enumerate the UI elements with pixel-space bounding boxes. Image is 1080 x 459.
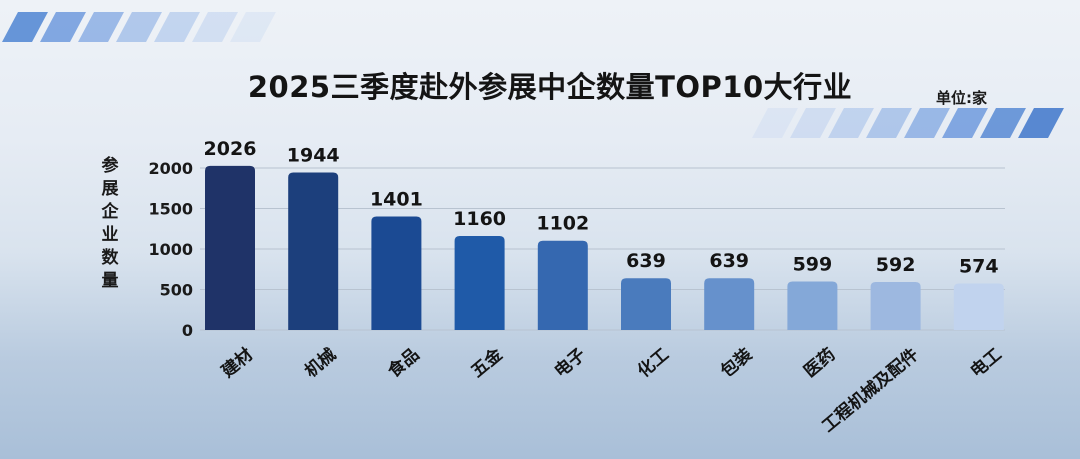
- bar-6: [621, 278, 671, 330]
- y-axis-label: 参展企业数量: [101, 156, 119, 291]
- bar-1: [205, 165, 255, 330]
- data-label: 1160: [453, 208, 506, 230]
- data-label: 599: [793, 253, 833, 275]
- y-tick-label: 500: [160, 281, 193, 300]
- x-tick-label: 包装: [717, 344, 757, 382]
- data-label: 574: [959, 256, 999, 278]
- x-tick-label: 电工: [966, 344, 1006, 382]
- bar-10: [953, 283, 1004, 330]
- data-label: 1944: [287, 145, 340, 167]
- data-label: 1401: [370, 189, 423, 211]
- bar-3: [371, 216, 422, 330]
- bar-5: [537, 240, 588, 330]
- data-label: 592: [876, 254, 916, 276]
- unit-label: 单位:家: [936, 89, 987, 107]
- chart-title: 2025三季度赴外参展中企数量TOP10大行业: [247, 70, 853, 104]
- data-label: 2026: [204, 138, 257, 160]
- x-tick-label: 化工: [633, 344, 673, 382]
- x-tick-label: 机械: [301, 344, 341, 382]
- data-label: 639: [626, 250, 666, 272]
- bar-2: [288, 172, 339, 330]
- y-tick-label: 1500: [148, 200, 193, 219]
- x-tick-label: 食品: [384, 344, 424, 382]
- x-tick-label: 五金: [467, 343, 507, 382]
- data-label: 639: [709, 250, 749, 272]
- y-tick-label: 0: [182, 321, 193, 340]
- y-tick-label: 2000: [148, 159, 193, 178]
- x-tick-label: 电子: [550, 344, 590, 382]
- y-tick-label: 1000: [148, 240, 193, 259]
- x-tick-label: 建材: [217, 344, 257, 382]
- x-tick-label: 医药: [800, 344, 840, 382]
- bar-9: [870, 282, 921, 330]
- data-label: 1102: [536, 213, 589, 235]
- bars: [205, 165, 1004, 330]
- bar-7: [704, 278, 755, 330]
- bar-8: [787, 281, 838, 330]
- bar-4: [454, 236, 505, 330]
- data-labels: 2026 1944 1401 1160 1102 639 639 599 592 574: [204, 138, 999, 278]
- y-tick-labels: 0 500 1000 1500 2000: [148, 159, 193, 340]
